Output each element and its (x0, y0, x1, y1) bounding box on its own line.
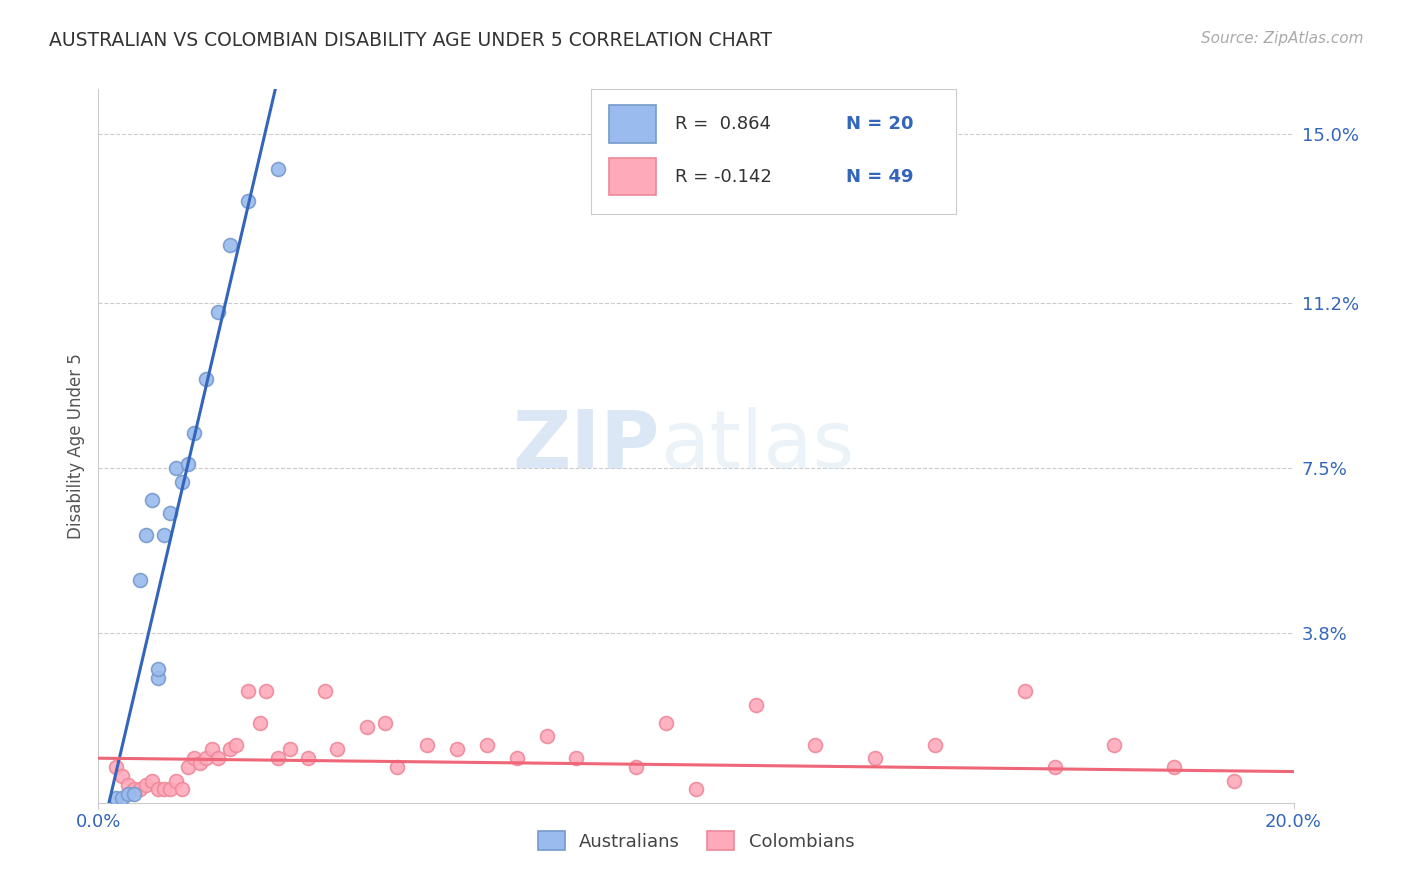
Point (148, 782, 170, 797)
Point (148, 671, 170, 685)
Text: Source: ZipAtlas.com: Source: ZipAtlas.com (1201, 31, 1364, 46)
Text: N = 49: N = 49 (846, 168, 914, 186)
Y-axis label: Disability Age Under 5: Disability Age Under 5 (66, 353, 84, 539)
Text: ZIP: ZIP (513, 407, 661, 485)
Point (201, 742, 224, 756)
Point (111, 769, 134, 783)
Point (475, 738, 498, 752)
Point (117, 787, 139, 801)
Point (1014, 684, 1036, 698)
Point (685, 782, 707, 797)
Point (165, 461, 187, 475)
Point (105, 791, 128, 805)
Point (124, 787, 146, 801)
Point (536, 729, 558, 743)
Point (267, 751, 290, 765)
Point (236, 684, 259, 698)
Point (183, 751, 205, 765)
Point (129, 782, 152, 797)
Point (135, 778, 157, 792)
Point (105, 760, 128, 774)
Legend: Australians, Colombians: Australians, Colombians (530, 824, 862, 858)
Point (141, 492, 163, 507)
Point (506, 751, 529, 765)
Point (416, 738, 439, 752)
Point (159, 782, 181, 797)
Point (1163, 760, 1185, 774)
Text: N = 20: N = 20 (846, 115, 914, 133)
Point (177, 760, 200, 774)
Point (111, 791, 134, 805)
Point (236, 194, 259, 208)
Point (207, 751, 229, 765)
FancyBboxPatch shape (609, 105, 657, 143)
Point (865, 751, 887, 765)
Point (655, 715, 678, 730)
Point (1223, 773, 1246, 788)
Point (219, 238, 242, 252)
Point (626, 760, 648, 774)
Point (385, 760, 409, 774)
Point (297, 751, 319, 765)
Point (165, 773, 187, 788)
Text: AUSTRALIAN VS COLOMBIAN DISABILITY AGE UNDER 5 CORRELATION CHART: AUSTRALIAN VS COLOMBIAN DISABILITY AGE U… (49, 31, 772, 50)
Point (117, 778, 139, 792)
Text: R =  0.864: R = 0.864 (675, 115, 770, 133)
Point (207, 305, 229, 319)
Point (129, 573, 152, 587)
FancyBboxPatch shape (609, 158, 657, 195)
Point (745, 698, 768, 712)
Point (153, 528, 176, 542)
Point (356, 720, 378, 734)
Text: atlas: atlas (661, 407, 855, 485)
Point (254, 684, 277, 698)
Point (124, 782, 146, 797)
Point (565, 751, 588, 765)
Point (278, 742, 301, 756)
Point (172, 782, 194, 797)
Point (135, 528, 157, 542)
Point (148, 662, 170, 676)
Point (219, 742, 242, 756)
Point (225, 738, 247, 752)
Point (141, 773, 163, 788)
Point (315, 684, 337, 698)
Point (249, 715, 271, 730)
Point (195, 751, 218, 765)
Point (195, 372, 218, 386)
Point (326, 742, 349, 756)
Point (1043, 760, 1066, 774)
Point (159, 506, 181, 520)
Point (924, 738, 946, 752)
Point (446, 742, 468, 756)
Point (153, 782, 176, 797)
Point (267, 162, 290, 177)
Point (374, 715, 396, 730)
Point (177, 457, 200, 471)
Point (172, 475, 194, 489)
Point (1104, 738, 1126, 752)
Point (188, 756, 211, 770)
Point (183, 425, 205, 440)
Text: R = -0.142: R = -0.142 (675, 168, 772, 186)
Point (804, 738, 827, 752)
